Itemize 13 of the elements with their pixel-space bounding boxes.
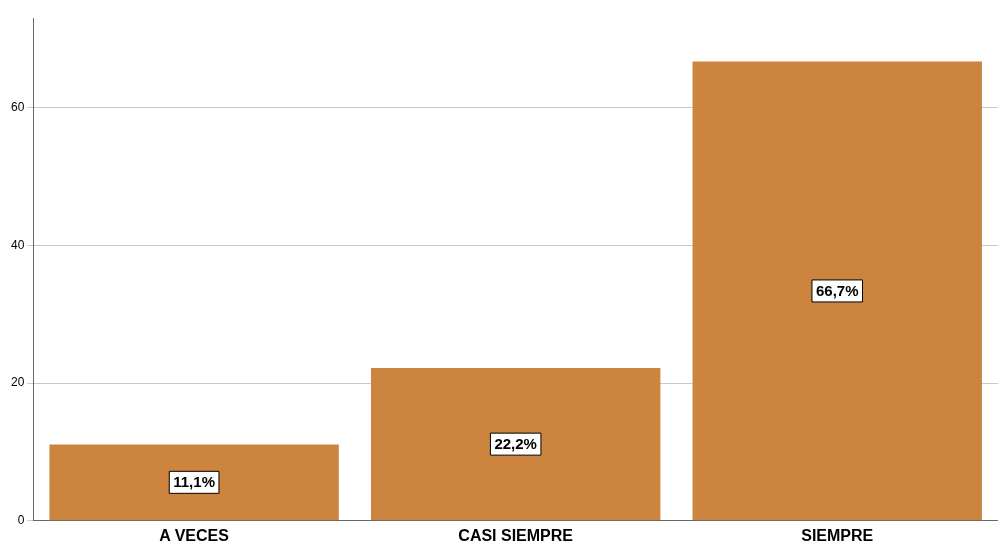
y-tick-label: 0 <box>17 513 25 528</box>
x-tick-label: CASI SIEMPRE <box>458 526 574 544</box>
bar <box>370 367 661 521</box>
bar <box>49 444 339 521</box>
x-tick-label: SIEMPRE <box>801 526 874 544</box>
x-tick-label: A VECES <box>159 526 230 544</box>
y-tick-label: 60 <box>10 100 25 115</box>
bar <box>692 61 982 521</box>
data-label: 22,2% <box>494 435 537 453</box>
y-tick-label: 40 <box>10 237 25 252</box>
data-label: 66,7% <box>815 282 859 300</box>
data-label: 11,1% <box>173 473 215 491</box>
y-tick-label: 20 <box>10 375 25 390</box>
